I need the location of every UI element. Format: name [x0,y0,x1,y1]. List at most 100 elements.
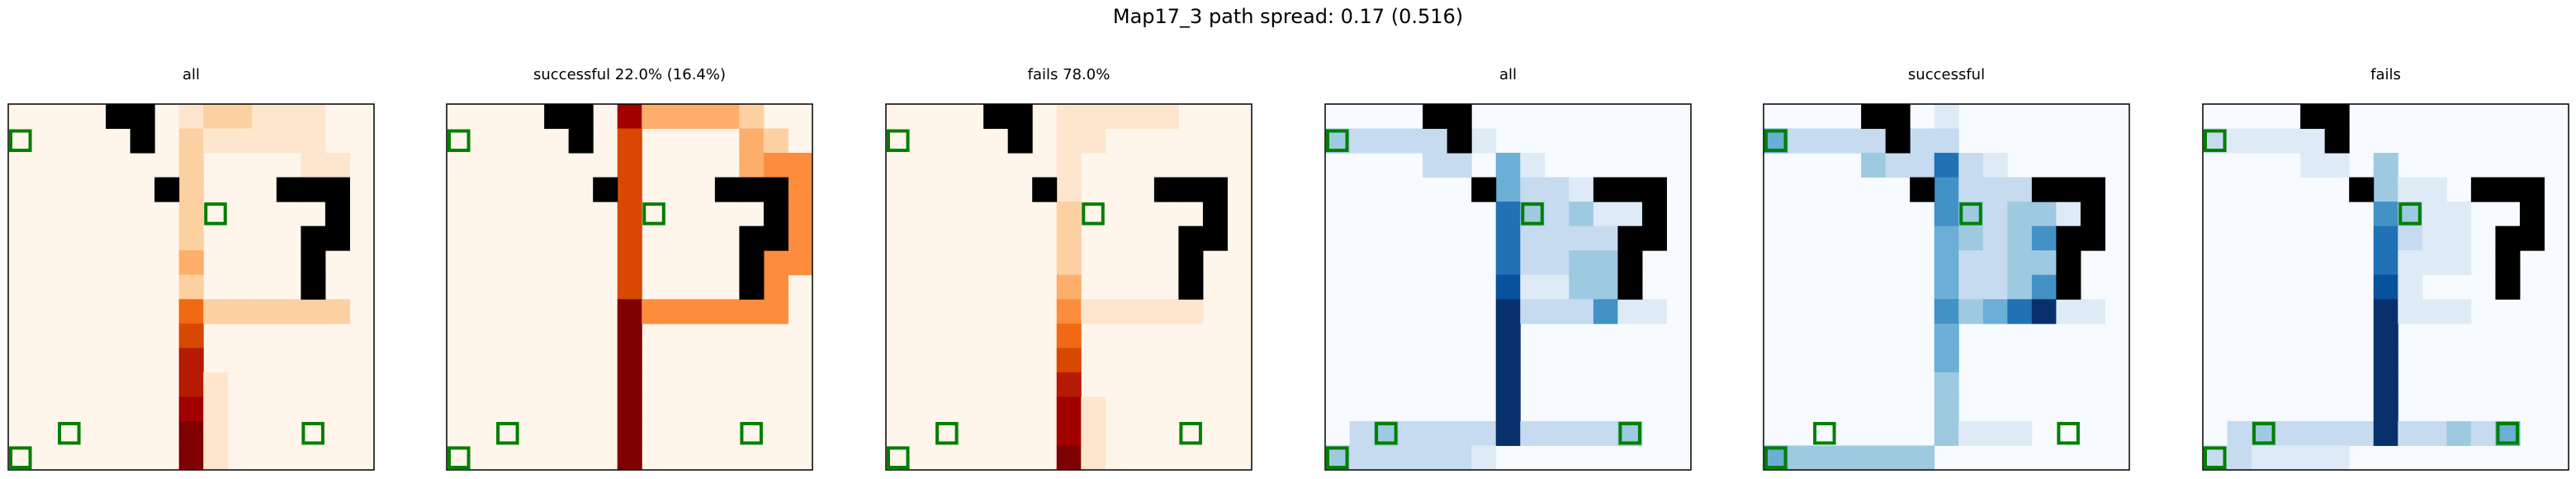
heat-cell [1056,177,1082,202]
heat-cell [1423,420,1448,446]
heat-cell [1056,202,1082,227]
heat-cell [276,299,301,325]
heat-cell [2031,225,2057,251]
heatmap-panel-6: fails [2202,66,2569,471]
heat-cell [2031,250,2057,276]
goal-marker [2057,421,2080,445]
heat-cell [203,299,229,325]
goal-marker [447,446,471,470]
heat-cell [178,299,204,325]
heat-cell [617,299,642,325]
heat-cell [1861,128,1887,154]
heat-cell [1178,299,1204,325]
heat-cell [2398,274,2423,300]
goal-marker [301,421,324,445]
wall-cell [2080,202,2105,227]
heatmap-panel-3: fails 78.0% [885,66,1252,471]
heat-cell [2080,299,2105,325]
heat-cell [1544,202,1570,227]
wall-cell [1202,202,1228,227]
heat-cell [1447,445,1472,471]
heat-cell [1398,445,1423,471]
heat-cell [739,153,765,178]
heat-cell [1934,323,1959,349]
heat-cell [2300,153,2326,178]
heat-cell [1788,128,1813,154]
heat-cell [617,396,642,422]
heat-cell [1495,396,1521,422]
goal-marker [1375,421,1398,445]
heat-cell [2031,299,2057,325]
heat-cell [1081,299,1106,325]
heat-cell [1982,299,2008,325]
heat-cell [2398,420,2423,446]
heat-cell [1910,128,1935,154]
heat-cell [1836,128,1862,154]
heat-cell [2275,420,2301,446]
wall-cell [2470,177,2496,202]
heat-cell [1495,348,1521,373]
goal-marker [1179,421,1202,445]
heat-cell [2373,250,2398,276]
wall-cell [130,104,155,130]
heat-cell [2007,299,2033,325]
heat-cell [227,128,253,154]
wall-cell [714,177,740,202]
heat-cell [1861,153,1887,178]
heat-cell [2275,128,2301,154]
heat-cell [178,177,204,202]
heat-cell [2398,250,2423,276]
heat-cell [1495,372,1521,397]
heat-cell [1885,445,1911,471]
wall-cell [1885,128,1911,154]
wall-cell [1641,225,1667,251]
heat-cell [2007,274,2033,300]
heat-cell [203,420,229,446]
heat-cell [1934,177,1959,202]
heat-cell [2373,274,2398,300]
heat-cell [2373,153,2398,178]
heat-cell [690,104,716,130]
heat-cell [178,225,204,251]
heat-cell [301,299,326,325]
heat-cell [178,250,204,276]
wall-cell [2349,177,2375,202]
heat-cell [739,128,765,154]
heat-cell [252,104,277,130]
heat-cell [2056,202,2081,227]
heat-cell [2300,445,2326,471]
heat-cell [788,153,813,178]
heat-cell [1569,274,1594,300]
heat-cell [1447,420,1472,446]
heat-cell [1934,202,1959,227]
figure-title: Map17_3 path spread: 0.17 (0.516) [1112,5,1464,28]
wall-cell [1861,104,1887,130]
heat-cell [1471,128,1497,154]
heat-cell [1934,372,1959,397]
goal-marker [1813,421,1836,445]
heat-cell [1812,128,1838,154]
wall-cell [1202,225,1228,251]
heat-cell [788,202,813,227]
wall-cell [544,104,570,130]
heat-cell [1056,274,1082,300]
heat-cell [276,104,301,130]
heat-cell [617,445,642,471]
heat-cell [714,104,740,130]
heat-cell [2422,177,2447,202]
heat-cell [1374,445,1399,471]
wall-cell [1153,177,1179,202]
panel-frame [446,103,813,471]
heatmap-panel-1: all [7,66,375,471]
wall-cell [1641,202,1667,227]
heat-cell [1056,299,1082,325]
heat-cell [1056,323,1082,349]
heat-cell [788,225,813,251]
heat-cell [763,274,788,300]
heat-cell [178,104,204,130]
heat-cell [2349,420,2375,446]
goal-marker [1764,446,1788,470]
heat-cell [1934,348,1959,373]
goal-marker [1521,202,1544,225]
heat-cell [1081,104,1106,130]
